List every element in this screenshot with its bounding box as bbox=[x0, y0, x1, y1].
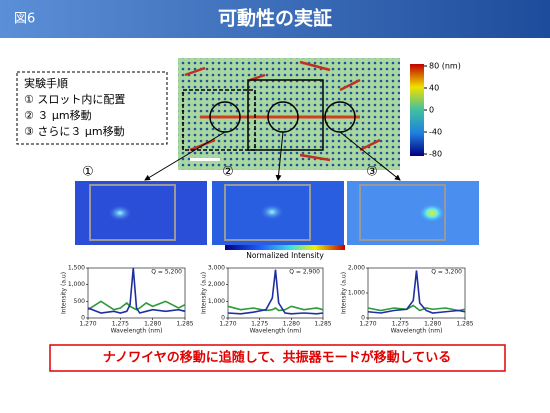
procedure-heading: 実験手順 bbox=[24, 76, 68, 90]
q-label: Q = 2,900 bbox=[289, 269, 320, 276]
x-axis-label: Wavelength (nm) bbox=[250, 328, 302, 335]
x-axis-label: Wavelength (nm) bbox=[111, 328, 163, 335]
y-tick-label: 3,000 bbox=[208, 265, 225, 272]
y-tick-label: 0 bbox=[81, 315, 85, 322]
y-tick-label: 2,000 bbox=[348, 265, 365, 272]
colorbar-tick-label: -80 bbox=[429, 150, 442, 159]
y-tick-label: 0 bbox=[221, 315, 225, 322]
colorbar-tick-label: 80 (nm) bbox=[429, 62, 461, 71]
arrow bbox=[144, 131, 226, 181]
spectrum-line bbox=[87, 267, 186, 314]
spectrum-line bbox=[227, 269, 324, 315]
y-axis-label: Intensity (a.u) bbox=[201, 272, 208, 314]
x-tick-label: 1,285 bbox=[176, 321, 193, 328]
procedure-step: ③ さらに３ μm移動 bbox=[24, 124, 125, 138]
x-tick-label: 1,275 bbox=[251, 321, 268, 328]
procedure-step: ① スロット内に配置 bbox=[24, 92, 125, 106]
intensity-colorbar bbox=[225, 245, 345, 250]
procedure-step: ② ３ μm移動 bbox=[24, 108, 92, 122]
spectrum-line bbox=[367, 270, 466, 314]
colorbar-label: Normalized Intensity bbox=[246, 251, 324, 260]
x-tick-label: 1,280 bbox=[424, 321, 441, 328]
arrow bbox=[339, 131, 401, 181]
y-tick-label: 2,000 bbox=[208, 281, 225, 288]
colorbar-tick-label: 0 bbox=[429, 106, 434, 115]
y-tick-label: 1,000 bbox=[348, 290, 365, 297]
x-tick-label: 1,280 bbox=[283, 321, 300, 328]
figure-number: 図6 bbox=[14, 12, 35, 27]
spectrum-line bbox=[87, 300, 186, 311]
spectrum-line bbox=[227, 305, 324, 312]
colorbar-tick-label: 40 bbox=[429, 84, 439, 93]
intensity-image bbox=[75, 181, 207, 245]
height-colorbar bbox=[410, 64, 424, 156]
y-axis-label: Intensity (a.u) bbox=[341, 272, 348, 314]
x-tick-label: 1,275 bbox=[392, 321, 409, 328]
x-tick-label: 1,275 bbox=[112, 321, 129, 328]
colorbar-tick-label: -40 bbox=[429, 128, 442, 137]
image-label: ③ bbox=[366, 165, 378, 180]
y-axis-label: Intensity (a.u) bbox=[61, 272, 68, 314]
intensity-image bbox=[212, 181, 344, 245]
header-bar bbox=[0, 0, 550, 38]
slide-title: 可動性の実証 bbox=[218, 7, 332, 30]
x-tick-label: 1,285 bbox=[314, 321, 331, 328]
intensity-image bbox=[347, 181, 479, 245]
q-label: Q = 5,200 bbox=[151, 269, 182, 276]
q-label: Q = 3,200 bbox=[431, 269, 462, 276]
y-tick-label: 1,500 bbox=[68, 265, 85, 272]
x-tick-label: 1,285 bbox=[456, 321, 473, 328]
procedure-box bbox=[16, 71, 168, 145]
x-tick-label: 1,270 bbox=[359, 321, 376, 328]
afm-image bbox=[178, 58, 400, 170]
x-axis-label: Wavelength (nm) bbox=[391, 328, 443, 335]
conclusion: ナノワイヤの移動に追随して、共振器モードが移動している bbox=[103, 350, 452, 366]
arrow bbox=[275, 131, 284, 181]
conclusion-box bbox=[49, 344, 506, 372]
spectrum-line bbox=[367, 304, 466, 312]
image-label: ① bbox=[82, 165, 94, 180]
x-tick-label: 1,280 bbox=[144, 321, 161, 328]
y-tick-label: 1,000 bbox=[208, 298, 225, 305]
y-tick-label: 1,000 bbox=[68, 281, 85, 288]
image-label: ② bbox=[222, 165, 234, 180]
x-tick-label: 1,270 bbox=[219, 321, 236, 328]
y-tick-label: 0 bbox=[361, 315, 365, 322]
y-tick-label: 500 bbox=[74, 298, 86, 305]
x-tick-label: 1,270 bbox=[79, 321, 96, 328]
